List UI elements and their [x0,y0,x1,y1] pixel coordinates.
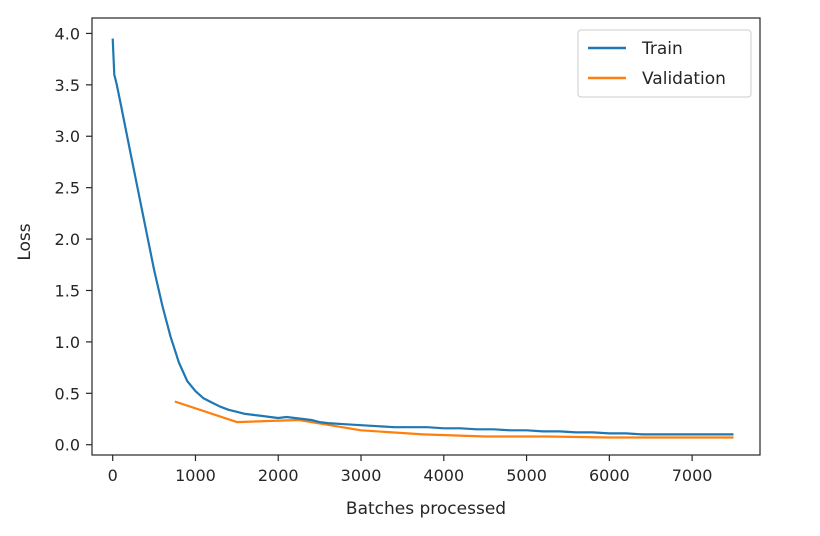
x-tick-label: 0 [108,466,118,485]
x-axis-label: Batches processed [346,499,506,519]
y-tick-label: 3.5 [55,76,80,95]
y-tick-label: 0.5 [55,384,80,403]
series-line-train [111,38,734,436]
x-tick-label: 2000 [258,466,299,485]
y-axis-ticks: 0.0 0.5 1.0 1.5 2.0 2.5 3.0 3.5 4.0 [55,24,92,455]
x-tick-label: 5000 [506,466,547,485]
y-tick-label: 1.5 [55,281,80,300]
y-tick-label: 1.0 [55,333,80,352]
x-tick-label: 6000 [589,466,630,485]
x-tick-label: 7000 [672,466,713,485]
series-line-validation [174,400,734,439]
legend-label-train: Train [641,39,683,59]
x-axis-ticks: 0 1000 2000 3000 4000 5000 6000 7000 [108,455,713,485]
legend: Train Validation [577,29,752,98]
y-tick-label: 3.0 [55,127,80,146]
y-axis-label: Loss [15,223,35,260]
y-tick-label: 2.0 [55,230,80,249]
y-tick-label: 4.0 [55,24,80,43]
x-tick-label: 1000 [175,466,216,485]
legend-label-validation: Validation [642,69,726,89]
y-tick-label: 2.5 [55,179,80,198]
x-tick-label: 4000 [423,466,464,485]
x-tick-label: 3000 [341,466,382,485]
y-tick-label: 0.0 [55,436,80,455]
series-layer [111,38,734,439]
